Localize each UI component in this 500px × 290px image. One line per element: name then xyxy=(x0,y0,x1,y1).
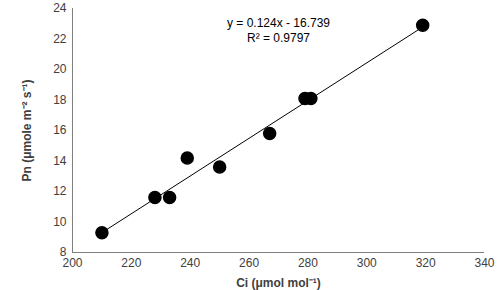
svg-text:R² = 0.9797: R² = 0.9797 xyxy=(247,31,310,45)
svg-text:220: 220 xyxy=(121,256,141,270)
svg-text:y = 0.124x - 16.739: y = 0.124x - 16.739 xyxy=(227,16,330,30)
svg-text:260: 260 xyxy=(239,256,259,270)
svg-text:320: 320 xyxy=(416,256,436,270)
svg-text:200: 200 xyxy=(62,256,82,270)
svg-text:24: 24 xyxy=(53,1,67,15)
svg-text:16: 16 xyxy=(53,123,67,137)
svg-text:300: 300 xyxy=(357,256,377,270)
svg-text:20: 20 xyxy=(53,62,67,76)
svg-text:14: 14 xyxy=(53,154,67,168)
svg-text:8: 8 xyxy=(59,245,67,260)
svg-text:280: 280 xyxy=(298,256,318,270)
svg-text:18: 18 xyxy=(53,93,67,107)
svg-text:12: 12 xyxy=(53,184,67,198)
svg-text:22: 22 xyxy=(53,32,67,46)
svg-text:10: 10 xyxy=(53,215,67,229)
svg-text:240: 240 xyxy=(180,256,200,270)
svg-text:340: 340 xyxy=(474,256,494,270)
svg-text:Pn (μmole m⁻² s⁻¹): Pn (μmole m⁻² s⁻¹) xyxy=(20,79,34,181)
svg-text:Ci (μmol mol⁻¹): Ci (μmol mol⁻¹) xyxy=(236,276,321,290)
